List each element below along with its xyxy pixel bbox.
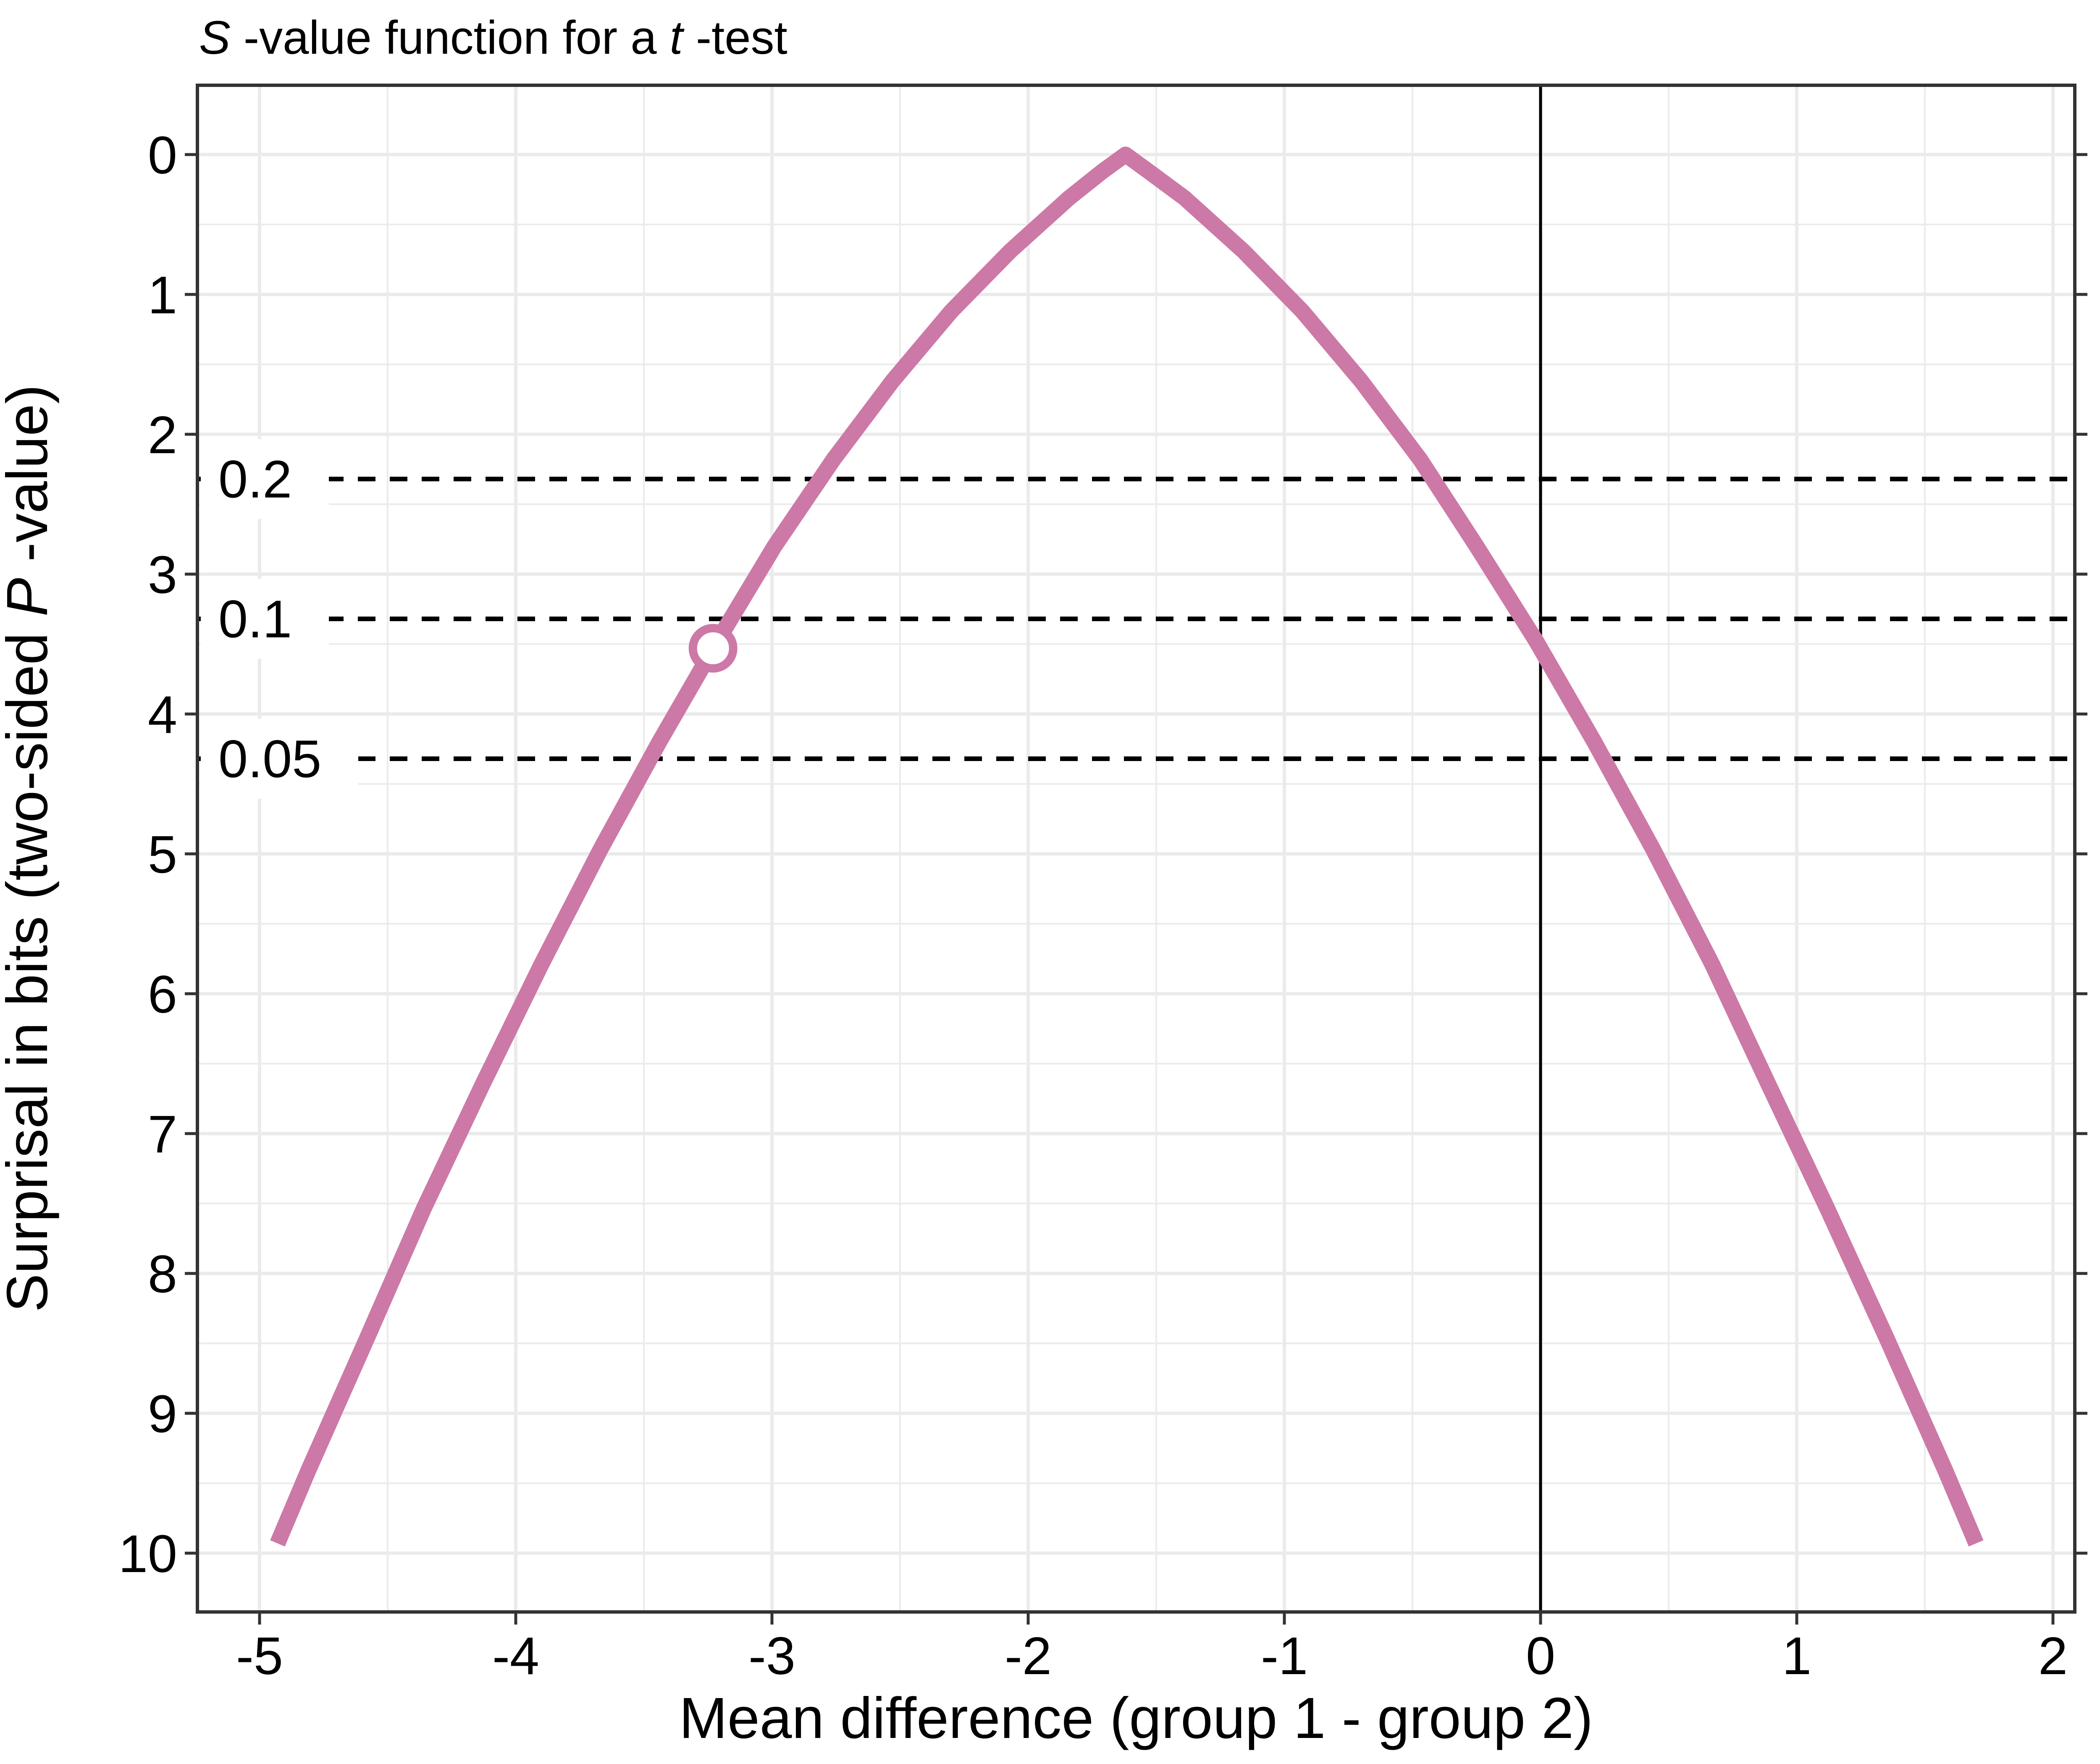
title-italic-part: P (0, 578, 60, 617)
y-left-tick-label: 10 (118, 1524, 177, 1583)
p-value-reference-lines (198, 477, 2074, 761)
title-italic-part: t (670, 11, 685, 64)
y-left-tick-label: 5 (148, 825, 177, 884)
title-part: -value function for a (231, 11, 670, 64)
x-tick-label: -4 (492, 1626, 539, 1685)
title-part: Surprisal in bits (two-sided (0, 617, 60, 1312)
x-axis-tick-labels: -5 -4 -3 -2 -1 0 1 2 (236, 1626, 2068, 1685)
title-part: -test (683, 11, 788, 64)
p-label-background (201, 719, 358, 799)
y-left-tick-label: 4 (148, 685, 177, 744)
p-value-label: 0.1 (218, 590, 292, 649)
y-left-tick-label: 6 (148, 965, 177, 1024)
panel-background (197, 85, 2075, 1612)
y-left-tick-label: 1 (148, 265, 177, 325)
title-italic-part: S (199, 11, 231, 64)
y-left-tick-label: 3 (148, 545, 177, 604)
p-value-label: 0.2 (218, 450, 292, 509)
x-tick-label: 2 (2038, 1626, 2068, 1685)
y-left-tick-label: 0 (148, 126, 177, 185)
x-tick-label: 0 (1526, 1626, 1555, 1685)
y-left-axis-tick-labels: 0 1 2 3 4 5 6 7 8 9 10 (118, 126, 177, 1583)
x-tick-label: -5 (236, 1626, 283, 1685)
plot-title: S -value function for a t -test (199, 11, 788, 64)
counternull-open-circle-marker (688, 624, 738, 673)
p-label-background (201, 439, 329, 519)
x-axis-title: Mean difference (group 1 - group 2) (679, 1686, 1593, 1751)
y-left-axis-title: Surprisal in bits (two-sided P -value) (0, 385, 60, 1312)
p-label-background (201, 579, 329, 659)
p-value-reference-labels: 0.2 0.1 0.05 (201, 439, 358, 799)
y-left-tick-label: 9 (148, 1384, 177, 1444)
y-left-tick-label: 8 (148, 1244, 177, 1304)
p-value-label: 0.05 (218, 730, 321, 789)
y-left-tick-label: 2 (148, 405, 177, 465)
x-tick-label: 1 (1782, 1626, 1811, 1685)
axis-tick-marks (185, 153, 2087, 1625)
x-tick-label: -1 (1261, 1626, 1308, 1685)
panel-border (196, 84, 2076, 1614)
s-value-curve (270, 147, 1984, 1547)
title-part: -value) (0, 385, 60, 578)
title-part: Mean difference (group 1 - group 2) (679, 1686, 1593, 1751)
x-tick-label: -3 (748, 1626, 795, 1685)
y-left-tick-label: 7 (148, 1105, 177, 1164)
x-tick-label: -2 (1005, 1626, 1052, 1685)
